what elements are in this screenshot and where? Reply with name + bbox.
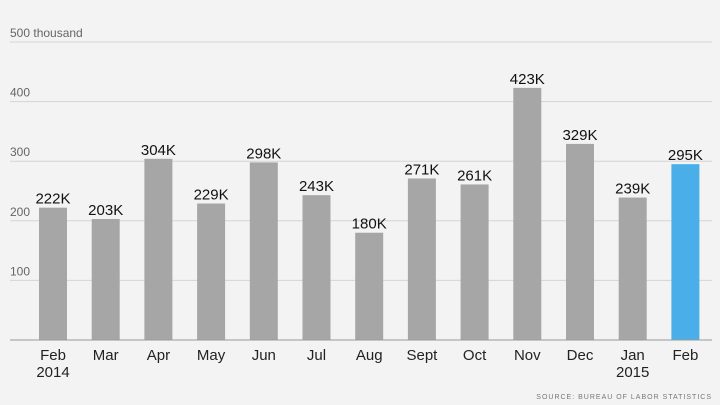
- x-tick-label: Aug: [356, 347, 383, 364]
- bar: [302, 195, 331, 340]
- y-tick-label: 400: [10, 86, 30, 100]
- y-tick-label: 500 thousand: [10, 26, 83, 40]
- data-label: 423K: [510, 71, 545, 88]
- x-tick-label: Nov: [514, 347, 541, 364]
- x-tick-label: Feb: [672, 347, 698, 364]
- data-label: 239K: [615, 181, 650, 198]
- data-label: 295K: [668, 147, 703, 164]
- bar: [144, 158, 173, 340]
- x-tick-label: Jan 2015: [616, 347, 649, 381]
- x-tick-label: Mar: [93, 347, 119, 364]
- bar: [249, 162, 278, 340]
- bar: [197, 203, 226, 340]
- data-label: 243K: [299, 178, 334, 195]
- data-label: 222K: [35, 191, 70, 208]
- bar: [39, 207, 67, 340]
- y-tick-label: 100: [10, 264, 30, 278]
- data-label: 271K: [404, 161, 439, 178]
- data-label: 229K: [194, 187, 229, 204]
- data-label: 298K: [246, 145, 281, 162]
- bar: [618, 197, 647, 340]
- data-label: 304K: [141, 142, 176, 159]
- y-tick-label: 300: [10, 145, 30, 159]
- y-tick-label: 200: [10, 205, 30, 219]
- bar: [671, 164, 700, 340]
- source-note: SOURCE: BUREAU OF LABOR STATISTICS: [536, 394, 712, 401]
- data-label: 180K: [352, 216, 387, 233]
- data-label: 203K: [88, 202, 123, 219]
- x-tick-label: Jun: [252, 347, 276, 364]
- bars: [39, 87, 700, 340]
- x-tick-label: Oct: [463, 347, 487, 364]
- x-tick-label: Feb 2014: [36, 347, 69, 381]
- x-tick-label: Jul: [307, 347, 326, 364]
- x-tick-label: Apr: [147, 347, 170, 364]
- x-tick-label: Sept: [406, 347, 438, 364]
- bar: [513, 87, 542, 340]
- x-tick-label: May: [197, 347, 226, 364]
- data-label: 261K: [457, 167, 492, 184]
- data-labels: 222K 203K 304K 229K 298K 243K 180K 271K 261K 423K…: [35, 71, 702, 233]
- bar: [407, 178, 436, 340]
- category-labels: Feb 2014 Mar Apr May Jun Jul Aug Sept Oct Nov Dec Ja…: [36, 347, 698, 381]
- bar: [566, 143, 594, 340]
- data-label: 329K: [562, 127, 597, 144]
- bar: [460, 184, 489, 340]
- bar: [91, 219, 120, 340]
- gridlines: 100 200 300 400 500 thousand: [10, 26, 712, 281]
- x-tick-label: Dec: [567, 347, 594, 364]
- bar: [355, 232, 384, 340]
